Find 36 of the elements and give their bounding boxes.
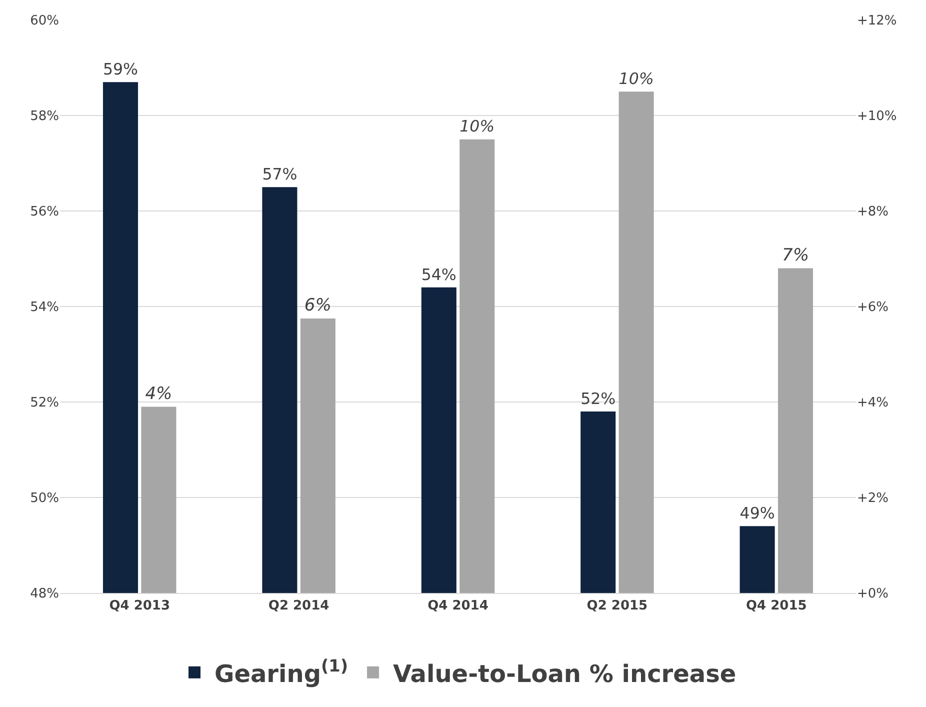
y-tick-label: 48% (30, 586, 59, 602)
x-tick-label: Q4 2013 (109, 598, 170, 614)
data-label: 57% (262, 164, 298, 184)
data-label: 7% (782, 245, 809, 266)
legend-label: Value-to-Loan % increase (393, 660, 736, 688)
data-label: 59% (102, 59, 138, 78)
bar (300, 318, 336, 593)
data-label: 52% (580, 388, 616, 408)
bar (460, 139, 495, 593)
y-tick-label: 52% (30, 396, 59, 411)
x-tick-label: Q4 2014 (428, 598, 488, 614)
y2-tick-label: +10% (857, 109, 897, 124)
y-tick-label: 58% (30, 109, 59, 124)
data-label: 10% (460, 116, 495, 136)
data-label: 54% (421, 264, 456, 284)
y2-tick-label: +12% (857, 14, 897, 29)
y-tick-label: 56% (30, 204, 59, 220)
y2-tick-label: +8% (857, 204, 889, 220)
y2-tick-label: +0% (857, 586, 889, 602)
y2-tick-label: +4% (857, 396, 889, 411)
y2-tick-label: +2% (857, 491, 889, 506)
x-tick-label: Q2 2015 (586, 598, 648, 614)
x-tick-label: Q2 2014 (268, 598, 330, 614)
data-label: 49% (740, 504, 775, 523)
x-tick-label: Q4 2015 (746, 598, 807, 614)
data-label: 4% (145, 384, 172, 404)
bar (618, 92, 654, 593)
data-label: 6% (304, 295, 332, 316)
bar (778, 268, 814, 593)
y-tick-label: 54% (30, 300, 59, 316)
y2-tick-label: +6% (857, 300, 889, 316)
y-tick-label: 60% (30, 14, 59, 29)
data-label: 10% (618, 68, 654, 88)
y-tick-label: 50% (30, 491, 59, 506)
legend-label: Gearing$^{(1)}$ (214, 656, 348, 688)
bar (141, 406, 176, 593)
